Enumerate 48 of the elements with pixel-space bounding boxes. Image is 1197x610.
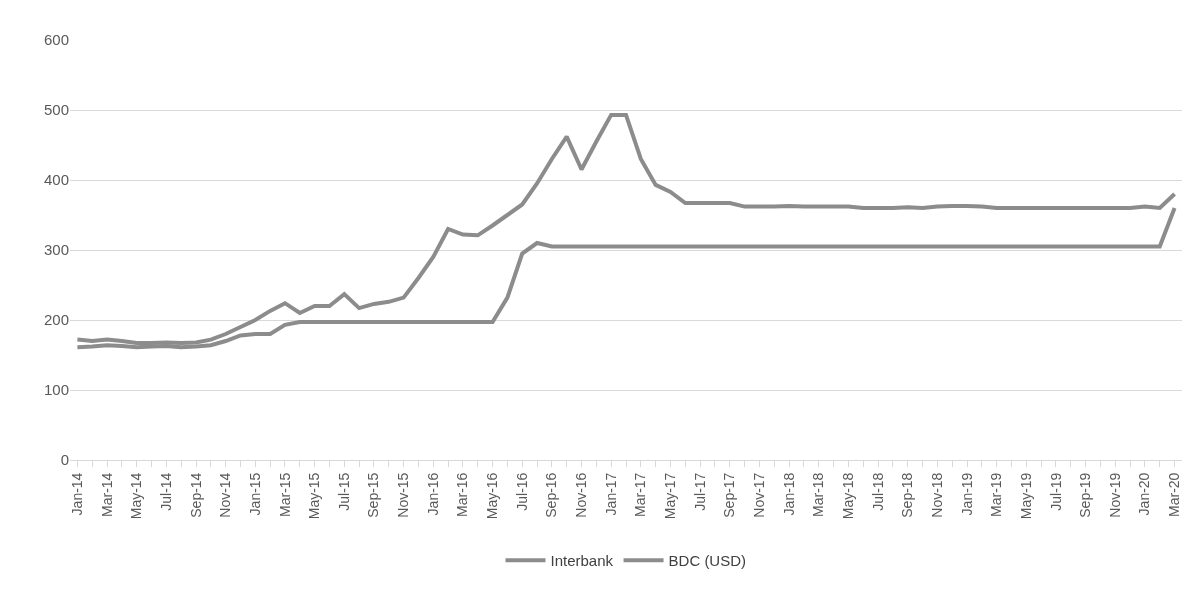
x-tick-label: Sep-14 [187, 472, 204, 518]
x-tick-label: May-17 [662, 472, 679, 520]
x-tick-label: Jan-20 [1136, 472, 1153, 516]
y-tick-label: 600 [43, 31, 69, 49]
x-tick-label: Jan-18 [780, 472, 797, 516]
x-tick-label: May-19 [1017, 472, 1034, 520]
x-tick-label: Sep-18 [899, 472, 916, 518]
x-tick-label: May-16 [484, 472, 501, 520]
y-tick-label: 100 [43, 381, 69, 399]
x-tick-label: May-18 [839, 472, 856, 520]
x-tick-label: Nov-15 [395, 472, 412, 518]
x-tick-label: Sep-15 [365, 472, 382, 518]
x-tick-label: Jan-14 [68, 472, 85, 516]
x-tick-label: Jul-14 [157, 472, 174, 511]
y-tick-label: 0 [60, 451, 69, 469]
y-tick-label: 300 [43, 241, 69, 259]
x-tick-label: Jan-19 [958, 472, 975, 516]
x-tick-label: Jul-17 [691, 472, 708, 511]
y-tick-label: 200 [43, 311, 69, 329]
x-tick-label: Sep-16 [543, 472, 560, 518]
y-tick-label: 500 [43, 101, 69, 119]
x-tick-label: Jan-16 [424, 472, 441, 516]
x-tick-label: Sep-17 [721, 472, 738, 518]
line-series [75, 112, 1177, 346]
x-tick-label: Jul-18 [869, 472, 886, 511]
x-tick-label: Jul-16 [513, 472, 530, 511]
x-tick-label: May-14 [128, 472, 145, 520]
x-tick-label: Jan-15 [246, 472, 263, 516]
x-tick-label: Nov-14 [217, 472, 234, 518]
x-tick-label: Jan-17 [602, 472, 619, 516]
x-tick-label: Mar-20 [1166, 472, 1183, 517]
x-tick-label: Nov-16 [573, 472, 590, 518]
y-tick-label: 400 [43, 171, 69, 189]
legend-label: Interbank [550, 552, 614, 570]
x-tick-label: Nov-19 [1106, 472, 1123, 518]
x-tick-label: Jul-19 [1047, 472, 1064, 511]
x-tick-label: Mar-17 [632, 472, 649, 517]
x-tick-label: Mar-14 [98, 472, 115, 517]
x-tick-label: Mar-19 [988, 472, 1005, 517]
x-tick-label: Sep-19 [1077, 472, 1094, 518]
x-tick-label: Jul-15 [335, 472, 352, 511]
x-tick-label: Mar-16 [454, 472, 471, 517]
x-tick-label: May-15 [306, 472, 323, 520]
x-tick-label: Mar-15 [276, 472, 293, 517]
x-tick-label: Mar-18 [810, 472, 827, 517]
legend-label: BDC (USD) [668, 552, 747, 570]
x-tick-label: Nov-17 [750, 472, 767, 518]
x-tick-label: Nov-18 [928, 472, 945, 518]
